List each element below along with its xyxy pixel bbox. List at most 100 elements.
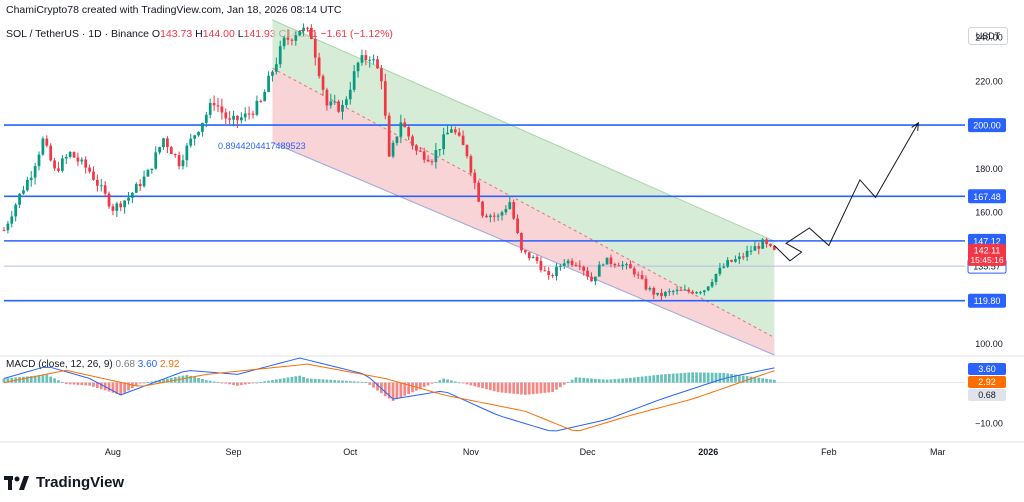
macd-histogram-bar [594, 378, 597, 383]
macd-histogram-bar [6, 378, 10, 383]
macd-histogram-bar [142, 382, 146, 384]
candle-body [134, 184, 138, 193]
candle-body [629, 264, 632, 269]
candle-body [162, 138, 165, 148]
macd-value-badge [968, 376, 1006, 388]
candle-body [586, 270, 589, 277]
candle-body [274, 64, 278, 72]
candle-body [407, 127, 410, 137]
candle-body [376, 59, 379, 69]
candle-body [337, 101, 340, 112]
macd-histogram-bar [481, 382, 484, 389]
macd-histogram-bar [539, 382, 543, 394]
candle-body [667, 291, 671, 293]
macd-histogram-bar [699, 372, 702, 383]
macd-histogram-bar [282, 378, 286, 383]
candle-body [22, 190, 25, 194]
candle-body [477, 182, 481, 202]
level-price-badge [968, 189, 1006, 204]
candle-body [37, 154, 41, 167]
macd-histogram-bar [737, 375, 741, 383]
macd-histogram-bar [671, 373, 675, 383]
chart-credit: ChamiCrypto78 created with TradingView.c… [6, 4, 342, 16]
macd-histogram-bar [769, 379, 772, 383]
level-price-badge [968, 293, 1006, 308]
macd-histogram-bar [605, 379, 609, 383]
channel-upper-line [272, 19, 775, 242]
macd-histogram-bar [115, 382, 119, 394]
macd-histogram-bar [695, 372, 698, 383]
macd-histogram-bar [201, 379, 204, 383]
macd-histogram-bar [317, 379, 321, 383]
candle-body [574, 265, 578, 267]
tradingview-logo: TradingView [4, 474, 124, 491]
candle-body [49, 145, 53, 161]
candle-body [29, 177, 33, 180]
candle-body [772, 245, 776, 250]
candle-body [691, 291, 695, 294]
time-axis-tick-label: Nov [463, 447, 480, 457]
macd-histogram-bar [10, 377, 14, 383]
macd-histogram-bar [212, 381, 216, 383]
candle-body [302, 27, 305, 32]
candle-body [566, 260, 570, 264]
candle-body [107, 193, 111, 207]
macd-histogram-bar [570, 379, 574, 383]
macd-histogram-bar [356, 381, 360, 383]
candle-body [594, 276, 597, 282]
tradingview-logo-icon [4, 475, 29, 490]
macd-histogram-bar [224, 382, 228, 384]
candle-body [473, 172, 477, 183]
macd-histogram-bar [621, 378, 624, 383]
time-axis-tick-label: Mar [930, 447, 946, 457]
macd-histogram-bar [434, 381, 438, 383]
macd-histogram-bar [333, 380, 337, 383]
macd-histogram-bar [49, 376, 53, 383]
candle-body [485, 215, 488, 218]
macd-histogram-bar [395, 382, 399, 400]
macd-histogram-bar [376, 382, 379, 391]
macd-histogram-bar [508, 382, 512, 394]
candle-body [769, 243, 772, 246]
candle-body [488, 215, 492, 218]
candle-body [208, 102, 212, 115]
macd-line [3, 357, 775, 432]
candle-body [352, 71, 356, 90]
level-price-badge-label: 119.80 [974, 296, 1001, 306]
macd-histogram-bar [636, 377, 640, 383]
candle-body [625, 264, 628, 266]
candle-body [718, 267, 722, 274]
price-axis-tick-label: 180.00 [975, 164, 1003, 174]
macd-histogram-bar [72, 382, 76, 385]
macd-hist-value: 0.68 [115, 359, 135, 370]
open-value: 143.73 [160, 28, 193, 40]
candle-body [753, 246, 757, 251]
macd-histogram-bar [632, 377, 636, 383]
macd-histogram-bar [383, 382, 387, 397]
macd-histogram-bar [485, 382, 488, 390]
macd-histogram-bar [329, 379, 333, 383]
macd-histogram-bar [119, 382, 123, 396]
candle-body [72, 151, 76, 158]
channel-lower-line [272, 142, 775, 356]
macd-histogram-bar [169, 377, 173, 383]
symbol-name: SOL / TetherUS · 1D · Binance [6, 28, 149, 40]
macd-histogram-bar [749, 376, 753, 383]
candle-countdown-label: 15:45:16 [970, 255, 1003, 265]
macd-legend: MACD (close, 12, 26, 9) 0.68 3.60 2.92 [6, 359, 179, 370]
candle-body [442, 134, 446, 150]
candle-body [520, 233, 523, 251]
candle-body [496, 215, 500, 217]
candle-body [96, 179, 99, 186]
macd-histogram-bar [741, 375, 745, 383]
macd-histogram-bar [162, 379, 165, 383]
candle-body [220, 106, 224, 113]
macd-histogram-bar [461, 382, 465, 384]
macd-histogram-bar [352, 381, 356, 383]
candle-body [255, 100, 259, 115]
currency-unit-badge[interactable]: USDT [968, 27, 1008, 45]
macd-histogram-bar [500, 382, 504, 393]
level-price-badge-label: 167.48 [973, 192, 1001, 202]
candle-body [695, 292, 698, 294]
